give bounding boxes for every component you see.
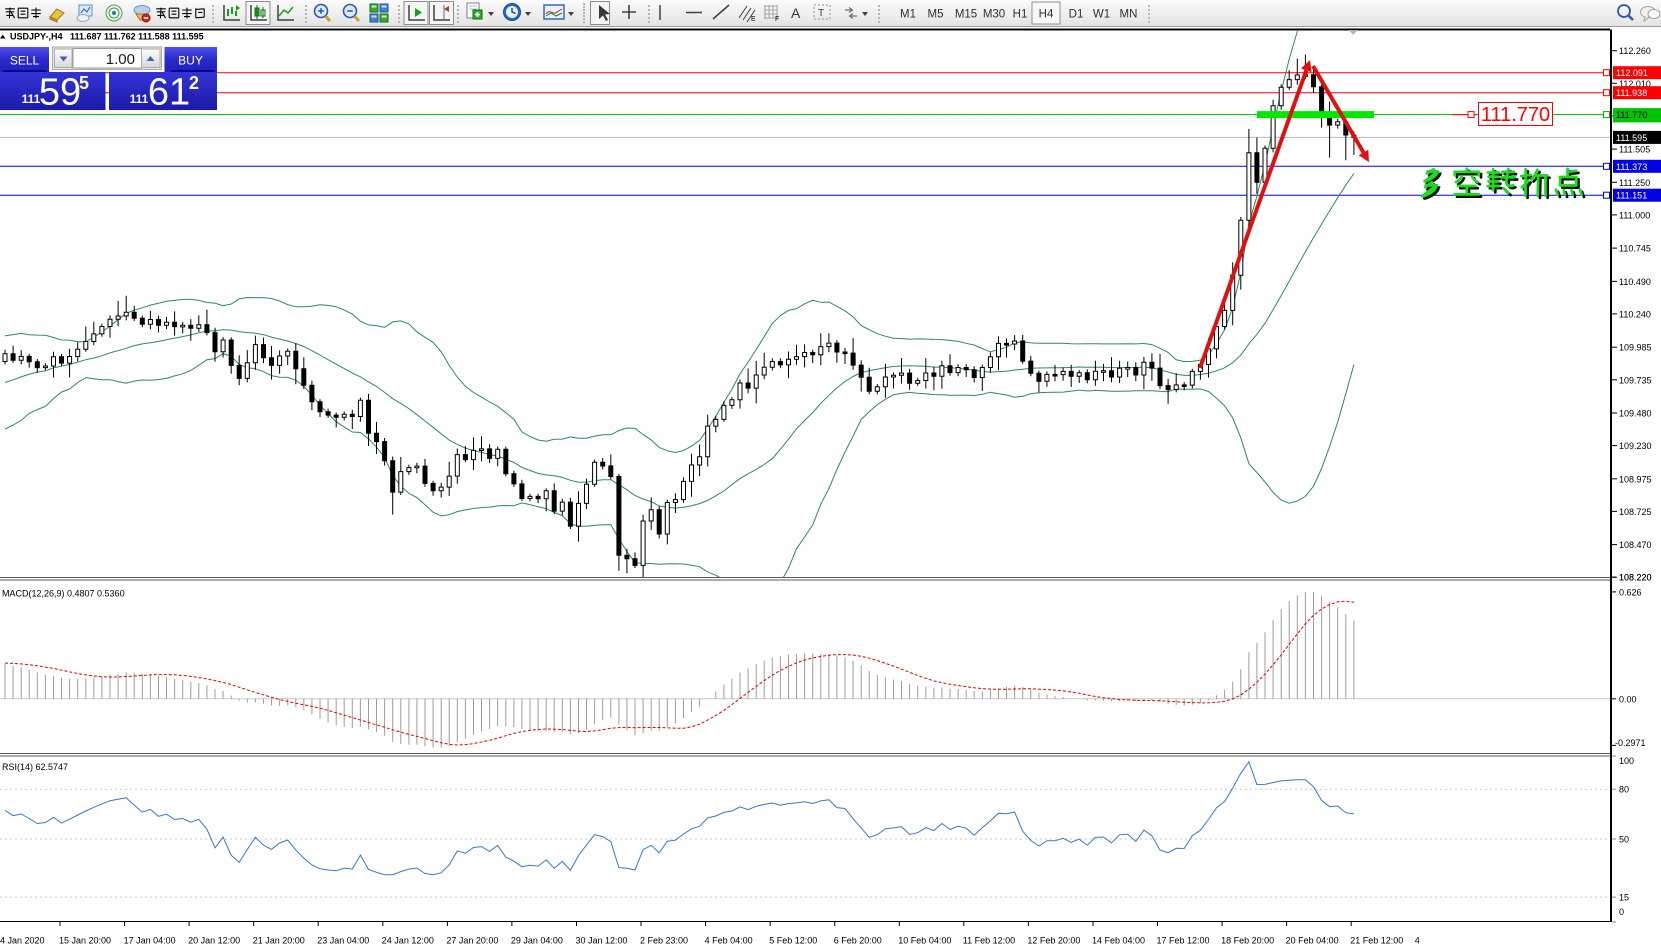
svg-text:17 Feb 12:00: 17 Feb 12:00 — [1157, 936, 1210, 946]
svg-text:21 Feb 12:00: 21 Feb 12:00 — [1350, 936, 1403, 946]
svg-text:11 Feb 12:00: 11 Feb 12:00 — [963, 936, 1015, 946]
svg-text:6 Feb 20:00: 6 Feb 20:00 — [834, 936, 882, 946]
svg-text:0.00: 0.00 — [1619, 694, 1637, 704]
svg-text:A: A — [791, 5, 801, 21]
svg-text:23 Jan 04:00: 23 Jan 04:00 — [317, 936, 369, 946]
svg-text:111.770: 111.770 — [1481, 104, 1550, 126]
svg-text:4: 4 — [1415, 936, 1420, 946]
svg-text:M1: M1 — [900, 9, 916, 21]
svg-text:H1: H1 — [1013, 9, 1028, 21]
svg-text:2: 2 — [189, 73, 199, 93]
svg-text:112.091: 112.091 — [1616, 68, 1648, 78]
svg-text:0: 0 — [1619, 907, 1624, 917]
svg-text:BUY: BUY — [178, 54, 203, 68]
svg-text:109.985: 109.985 — [1619, 343, 1652, 353]
svg-text:10 Feb 04:00: 10 Feb 04:00 — [898, 936, 951, 946]
svg-text:-0.2971: -0.2971 — [1615, 738, 1646, 748]
svg-text:108.725: 108.725 — [1619, 507, 1652, 517]
svg-text:111.938: 111.938 — [1616, 88, 1647, 98]
svg-text:111.373: 111.373 — [1616, 162, 1647, 172]
svg-text:2 Feb 23:00: 2 Feb 23:00 — [640, 936, 688, 946]
svg-text:111.505: 111.505 — [1619, 145, 1650, 155]
svg-text:17 Jan 04:00: 17 Jan 04:00 — [124, 936, 176, 946]
svg-text:61: 61 — [148, 72, 190, 114]
svg-text:109.480: 109.480 — [1619, 409, 1652, 419]
svg-text:111: 111 — [22, 92, 41, 106]
svg-text:111: 111 — [130, 92, 149, 106]
svg-text:29 Jan 04:00: 29 Jan 04:00 — [511, 936, 563, 946]
svg-text:0.626: 0.626 — [1619, 588, 1642, 598]
svg-text:108.220: 108.220 — [1619, 573, 1652, 583]
svg-text:110.240: 110.240 — [1619, 309, 1651, 319]
svg-text:112.260: 112.260 — [1619, 46, 1651, 56]
svg-text:30 Jan 12:00: 30 Jan 12:00 — [576, 936, 628, 946]
svg-text:108.470: 108.470 — [1619, 540, 1652, 550]
svg-text:111.770: 111.770 — [1616, 110, 1647, 120]
svg-text:15: 15 — [1619, 893, 1629, 903]
svg-text:E: E — [751, 16, 756, 23]
svg-text:F: F — [775, 16, 779, 23]
svg-text:1.00: 1.00 — [106, 51, 135, 68]
svg-text:27 Jan 20:00: 27 Jan 20:00 — [446, 936, 498, 946]
svg-text:111.000: 111.000 — [1619, 210, 1650, 220]
svg-text:80: 80 — [1619, 785, 1629, 795]
svg-text:108.975: 108.975 — [1619, 474, 1652, 484]
svg-text:RSI(14) 62.5747: RSI(14) 62.5747 — [2, 762, 68, 772]
svg-text:5: 5 — [79, 73, 89, 93]
svg-text:D1: D1 — [1069, 9, 1084, 21]
svg-text:15 Jan 20:00: 15 Jan 20:00 — [59, 936, 111, 946]
svg-text:109.230: 109.230 — [1619, 441, 1652, 451]
svg-text:T: T — [818, 8, 824, 19]
svg-text:111.151: 111.151 — [1616, 191, 1647, 201]
svg-text:59: 59 — [39, 72, 81, 114]
svg-text:20 Feb 04:00: 20 Feb 04:00 — [1286, 936, 1339, 946]
svg-text:108.220: 108.220 — [1619, 573, 1652, 583]
svg-text:14 Feb 04:00: 14 Feb 04:00 — [1092, 936, 1145, 946]
svg-text:20 Jan 12:00: 20 Jan 12:00 — [188, 936, 240, 946]
svg-text:M5: M5 — [928, 9, 944, 21]
svg-text:4 Jan 2020: 4 Jan 2020 — [0, 936, 45, 946]
svg-text:M30: M30 — [983, 9, 1005, 21]
svg-text:100: 100 — [1619, 756, 1634, 766]
svg-text:W1: W1 — [1093, 9, 1110, 21]
svg-text:112.010: 112.010 — [1619, 79, 1651, 89]
svg-text:H4: H4 — [1039, 9, 1054, 21]
svg-text:110.745: 110.745 — [1619, 244, 1651, 254]
svg-text:USDJPY-,H4: USDJPY-,H4 — [10, 32, 63, 42]
svg-text:111.595: 111.595 — [1616, 133, 1647, 143]
svg-text:111.250: 111.250 — [1619, 178, 1650, 188]
svg-text:5 Feb 12:00: 5 Feb 12:00 — [769, 936, 817, 946]
svg-text:18 Feb 20:00: 18 Feb 20:00 — [1221, 936, 1274, 946]
svg-text:111.687 111.762 111.588 111.59: 111.687 111.762 111.588 111.595 — [70, 32, 204, 42]
svg-text:4 Feb 04:00: 4 Feb 04:00 — [705, 936, 753, 946]
svg-text:MACD(12,26,9) 0.4807 0.5360: MACD(12,26,9) 0.4807 0.5360 — [2, 589, 125, 599]
svg-text:21 Jan 20:00: 21 Jan 20:00 — [253, 936, 305, 946]
svg-text:24 Jan 12:00: 24 Jan 12:00 — [382, 936, 434, 946]
svg-text:MN: MN — [1120, 9, 1138, 21]
svg-text:12 Feb 20:00: 12 Feb 20:00 — [1027, 936, 1080, 946]
svg-text:SELL: SELL — [10, 54, 40, 68]
svg-text:M15: M15 — [955, 9, 977, 21]
svg-text:110.490: 110.490 — [1619, 277, 1651, 287]
svg-text:50: 50 — [1619, 835, 1629, 845]
svg-text:109.735: 109.735 — [1619, 375, 1652, 385]
